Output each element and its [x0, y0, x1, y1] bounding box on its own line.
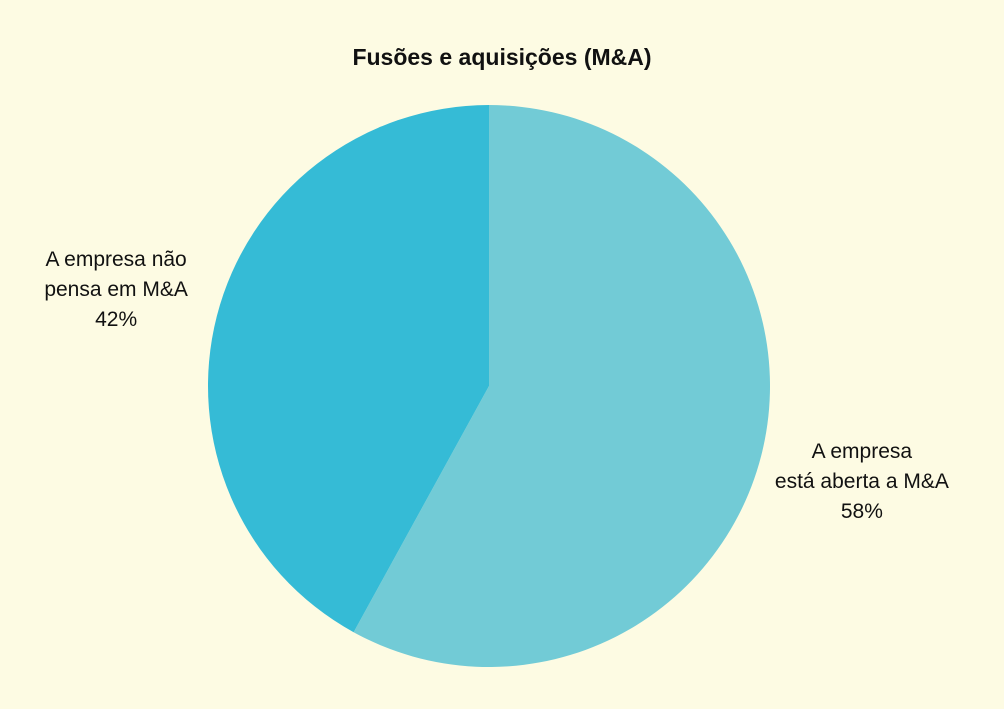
value-label: 42% [95, 308, 138, 332]
category-label: A empresa não pensa em M&A [44, 248, 188, 302]
pie-slice [208, 105, 489, 633]
slice-label: A empresa está aberta a M&A 58% [732, 437, 992, 527]
slice-label: A empresa não pensa em M&A 42% [0, 245, 246, 335]
category-label: A empresa está aberta a M&A [774, 439, 949, 493]
pie-slice [353, 105, 771, 668]
chart-title: Fusões e aquisições (M&A) [352, 44, 652, 70]
value-label: 58% [840, 499, 883, 523]
